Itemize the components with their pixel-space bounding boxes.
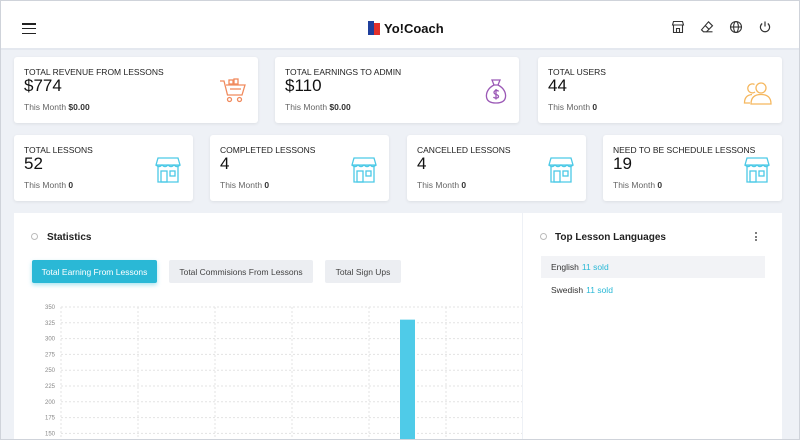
money-bag-icon bbox=[485, 79, 507, 104]
statistics-radio-icon bbox=[31, 233, 38, 240]
stat-subtitle: This Month 0 bbox=[613, 180, 663, 190]
languages-panel bbox=[523, 213, 782, 440]
languages-radio-icon bbox=[540, 233, 547, 240]
stat-title: TOTAL LESSONS bbox=[24, 145, 93, 155]
language-name: Swedish bbox=[551, 285, 584, 295]
language-row: English 11 sold bbox=[541, 256, 765, 278]
stat-subtitle: This Month 0 bbox=[417, 180, 467, 190]
chart-bar[interactable] bbox=[400, 319, 415, 440]
stat-card-users: TOTAL USERS 44 This Month 0 bbox=[538, 57, 782, 123]
statistics-title: Statistics bbox=[47, 232, 92, 243]
stat-subtitle: This Month $0.00 bbox=[24, 102, 90, 112]
stat-value: 19 bbox=[613, 154, 632, 173]
stat-title: COMPLETED LESSONS bbox=[220, 145, 316, 155]
stat-subtitle: This Month $0.00 bbox=[285, 102, 351, 112]
chart-y-tick-label: 300 bbox=[45, 337, 56, 343]
stat-card-revenue: TOTAL REVENUE FROM LESSONS $774 This Mon… bbox=[14, 57, 258, 123]
more-options-icon[interactable] bbox=[755, 232, 758, 243]
language-count: 11 sold bbox=[586, 285, 613, 295]
stat-value: 4 bbox=[220, 154, 230, 173]
storefront-icon bbox=[744, 157, 770, 183]
stat-card-to-schedule-lessons: NEED TO BE SCHEDULE LESSONS 19 This Mont… bbox=[603, 135, 782, 201]
power-icon[interactable] bbox=[758, 20, 772, 34]
language-name: English bbox=[551, 262, 579, 272]
stat-subtitle: This Month 0 bbox=[220, 180, 270, 190]
chart-y-tick-label: 250 bbox=[45, 368, 56, 374]
users-icon bbox=[743, 82, 772, 105]
chart-y-tick-label: 325 bbox=[45, 321, 56, 327]
languages-title: Top Lesson Languages bbox=[555, 232, 666, 243]
stat-value: 52 bbox=[24, 154, 43, 173]
storefront-icon bbox=[548, 157, 574, 183]
stat-value: 4 bbox=[417, 154, 427, 173]
chart-y-tick-label: 175 bbox=[45, 416, 56, 422]
chart-y-tick-label: 225 bbox=[45, 384, 56, 390]
stat-subtitle: This Month 0 bbox=[548, 102, 598, 112]
stat-subtitle: This Month 0 bbox=[24, 180, 74, 190]
logo-mark-icon bbox=[368, 21, 380, 35]
globe-icon[interactable] bbox=[729, 20, 743, 34]
stat-title: TOTAL USERS bbox=[548, 67, 606, 77]
cart-icon bbox=[220, 78, 246, 103]
tab-total-sign-ups[interactable]: Total Sign Ups bbox=[325, 260, 401, 283]
stat-title: CANCELLED LESSONS bbox=[417, 145, 511, 155]
stat-card-admin-earnings: TOTAL EARNINGS TO ADMIN $110 This Month … bbox=[275, 57, 519, 123]
language-count: 11 sold bbox=[581, 262, 609, 272]
chart-y-tick-label: 150 bbox=[45, 431, 56, 437]
chart-y-tick-label: 350 bbox=[45, 305, 56, 311]
tab-total-earning[interactable]: Total Earning From Lessons bbox=[32, 260, 157, 283]
eraser-icon[interactable] bbox=[700, 20, 714, 34]
logo-text: Yo!Coach bbox=[384, 20, 444, 36]
logo[interactable]: Yo!Coach bbox=[368, 19, 444, 37]
storefront-icon bbox=[351, 157, 377, 183]
stat-card-total-lessons: TOTAL LESSONS 52 This Month 0 bbox=[14, 135, 193, 201]
storefront-icon bbox=[155, 157, 181, 183]
stat-value: $110 bbox=[285, 76, 322, 95]
stat-title: TOTAL EARNINGS TO ADMIN bbox=[285, 67, 402, 77]
stat-card-completed-lessons: COMPLETED LESSONS 4 This Month 0 bbox=[210, 135, 389, 201]
chart-y-tick-label: 200 bbox=[45, 400, 56, 406]
stat-title: TOTAL REVENUE FROM LESSONS bbox=[24, 67, 164, 77]
menu-icon[interactable] bbox=[22, 23, 36, 35]
stat-value: $774 bbox=[24, 76, 62, 95]
stat-title: NEED TO BE SCHEDULE LESSONS bbox=[613, 145, 756, 155]
stat-value: 44 bbox=[548, 76, 567, 95]
stat-card-cancelled-lessons: CANCELLED LESSONS 4 This Month 0 bbox=[407, 135, 586, 201]
chart-y-tick-label: 275 bbox=[45, 352, 56, 358]
store-icon[interactable] bbox=[671, 20, 685, 34]
tab-total-commisions[interactable]: Total Commisions From Lessons bbox=[169, 260, 313, 283]
top-bar: Yo!Coach bbox=[0, 0, 800, 50]
language-row: Swedish 11 sold bbox=[541, 279, 765, 301]
